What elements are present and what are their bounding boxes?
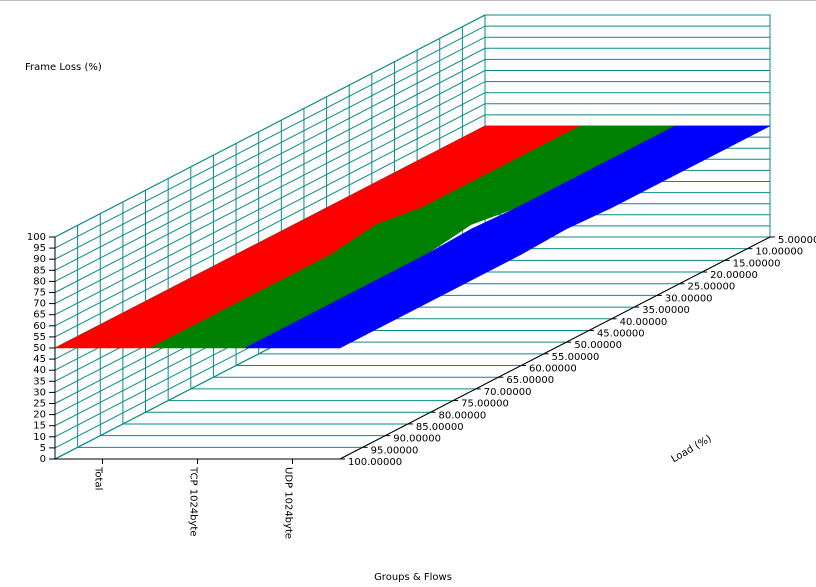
y-tick-label: 25.00000 xyxy=(687,282,735,293)
z-tick-label: 50 xyxy=(33,343,46,354)
surface-cell xyxy=(471,218,590,230)
y-tick-label: 100.00000 xyxy=(348,457,402,468)
y-tick-label: 20.00000 xyxy=(710,270,758,281)
y-tick-label: 65.00000 xyxy=(506,375,554,386)
z-tick-label: 90 xyxy=(33,254,46,265)
z-tick-label: 40 xyxy=(33,365,46,376)
y-tick-label: 80.00000 xyxy=(439,410,487,421)
surface-cell xyxy=(244,336,363,349)
z-axis-title: Frame Loss (%) xyxy=(25,62,102,73)
z-tick-label: 0 xyxy=(40,454,46,465)
y-tick-label: 90.00000 xyxy=(393,434,441,445)
surface-cell xyxy=(447,228,568,242)
z-tick-label: 85 xyxy=(33,265,46,276)
y-tick-label: 85.00000 xyxy=(416,422,464,433)
z-tick-label: 95 xyxy=(33,243,46,254)
z-tick-label: 35 xyxy=(33,376,46,387)
x-axis-title: Groups & Flows xyxy=(374,572,452,583)
z-tick-label: 80 xyxy=(33,276,46,287)
z-tick-label: 60 xyxy=(33,321,46,332)
z-tick-label: 5 xyxy=(40,443,46,454)
x-tick-label: UDP 1024byte xyxy=(283,467,294,539)
y-tick-label: 55.00000 xyxy=(552,352,600,363)
z-tick-label: 10 xyxy=(33,432,46,443)
z-tick-label: 20 xyxy=(33,410,46,421)
axis-line xyxy=(55,236,771,460)
y-tick-label: 30.00000 xyxy=(665,293,713,304)
z-tick-label: 100 xyxy=(27,232,46,243)
y-tick-label: 75.00000 xyxy=(461,399,509,410)
y-axis-title: Load (%) xyxy=(670,433,714,465)
y-tick-label: 95.00000 xyxy=(371,445,419,456)
y-tick-label: 60.00000 xyxy=(529,364,577,375)
y-tick-label: 35.00000 xyxy=(642,305,690,316)
z-tick-label: 65 xyxy=(33,310,46,321)
x-tick-label: TCP 1024byte xyxy=(188,466,199,537)
x-tick-label: Total xyxy=(93,466,104,490)
z-tick-label: 55 xyxy=(33,332,46,343)
y-tick-label: 45.00000 xyxy=(597,328,645,339)
y-tick-label: 50.00000 xyxy=(574,340,622,351)
y-tick-label: 70.00000 xyxy=(484,387,532,398)
surface-cell xyxy=(425,241,545,255)
y-tick-label: 10.00000 xyxy=(755,247,803,258)
z-tick-label: 70 xyxy=(33,299,46,310)
y-tick-label: 5.00000 xyxy=(778,235,816,246)
z-tick-label: 15 xyxy=(33,421,46,432)
z-tick-label: 30 xyxy=(33,387,46,398)
z-tick-label: 45 xyxy=(33,354,46,365)
z-tick-label: 75 xyxy=(33,288,46,299)
y-tick-label: 40.00000 xyxy=(620,317,668,328)
y-tick-label: 15.00000 xyxy=(733,258,781,269)
z-tick-label: 25 xyxy=(33,399,46,410)
